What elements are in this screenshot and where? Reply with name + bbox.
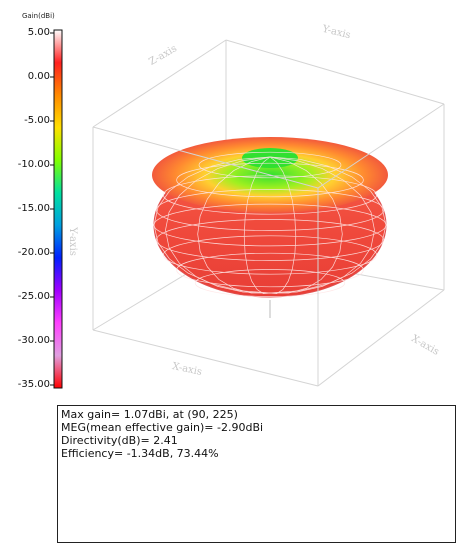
mesh-meridian [269, 156, 343, 294]
colorbar-tick-label: 5.00 [27, 27, 50, 38]
colorbar-tick-label: -20.00 [17, 247, 50, 258]
meg-text: MEG(mean effective gain)= -2.90dBi [61, 421, 264, 434]
mesh-ring [155, 189, 385, 231]
colorbar [53, 29, 63, 389]
mesh-meridian [269, 156, 297, 294]
mesh-ring [198, 151, 342, 179]
mesh-ring [155, 219, 385, 261]
colorbar-tick-label: -5.00 [24, 115, 50, 126]
mesh-meridian [269, 156, 375, 294]
max-gain-text: Max gain= 1.07dBi, at (90, 225) [61, 408, 238, 421]
colorbar-tick-label: -35.00 [17, 379, 50, 390]
directivity-text: Directivity(dB)= 2.41 [61, 434, 178, 447]
mesh-ring [163, 235, 377, 275]
colorbar-ticks [50, 32, 54, 386]
y-axis-label-left: Y-axis [66, 227, 78, 256]
mesh-meridian [197, 156, 271, 294]
colorbar-tick-label: 0.00 [27, 71, 50, 82]
mesh-ring [176, 162, 364, 198]
axis-box-front [92, 103, 445, 387]
antenna-info-panel: Max gain= 1.07dBi, at (90, 225) MEG(mean… [57, 405, 456, 543]
colorbar-tick-label: -30.00 [17, 335, 50, 346]
radiation-pattern-plot[interactable] [0, 0, 462, 400]
radiation-pattern-surface [152, 137, 388, 298]
colorbar-title: Gain(dBi) [22, 12, 55, 20]
colorbar-tick-label: -15.00 [17, 203, 50, 214]
efficiency-text: Efficiency= -1.34dB, 73.44% [61, 447, 219, 460]
mesh-ring [194, 269, 346, 297]
colorbar-tick-label: -25.00 [17, 291, 50, 302]
mesh-ring [176, 252, 364, 288]
colorbar-tick-label: -10.00 [17, 159, 50, 170]
mesh-ring [163, 175, 377, 215]
mesh-meridian [153, 156, 271, 294]
mesh-meridian [165, 156, 271, 294]
